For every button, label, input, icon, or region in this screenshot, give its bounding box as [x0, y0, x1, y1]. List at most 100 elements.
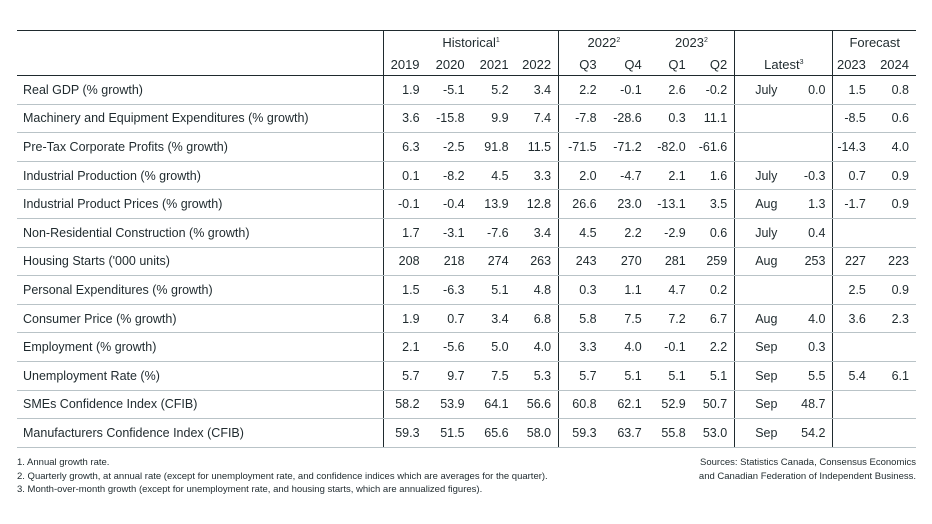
table-row: Pre-Tax Corporate Profits (% growth) 6.3-…: [17, 132, 916, 162]
cell-2022-q4: 23.0: [603, 189, 649, 219]
cell-forecast-2023: 5.4: [832, 361, 873, 391]
cell-2023-q2: 259: [692, 247, 735, 277]
header-2022-quarters: 20222: [558, 30, 649, 53]
cell-2023-q1: 2.6: [648, 75, 693, 105]
cell-forecast-2023: [832, 390, 873, 420]
cell-latest-month: Sep: [734, 332, 791, 362]
header-group-row: Historical1 20222 20232 Forecast: [17, 30, 916, 53]
col-2023-q2: Q2: [692, 53, 735, 76]
cell-forecast-2024: 0.9: [872, 275, 916, 305]
table-row: Non-Residential Construction (% growth) 1…: [17, 218, 916, 248]
cell-2021: 5.2: [471, 75, 516, 105]
table-row: Machinery and Equipment Expenditures (% …: [17, 104, 916, 134]
cell-latest-month: Aug: [734, 247, 791, 277]
row-label: Unemployment Rate (%): [17, 361, 384, 391]
col-2023-q1: Q1: [648, 53, 693, 76]
cell-2023-q2: 0.2: [692, 275, 735, 305]
table-row: SMEs Confidence Index (CFIB) 58.2 53.9 64.1…: [17, 390, 916, 420]
cell-2023-q1: 281: [648, 247, 693, 277]
cell-latest-value: 0.0: [791, 75, 833, 105]
cell-2022: 56.6: [515, 390, 559, 420]
row-label: SMEs Confidence Index (CFIB): [17, 390, 384, 420]
cell-2022: 6.8: [515, 304, 559, 334]
cell-2022: 3.3: [515, 161, 559, 191]
cell-2020: 9.7: [426, 361, 472, 391]
cell-2022-q4: 1.1: [603, 275, 649, 305]
cell-2020: -0.4: [426, 189, 472, 219]
col-forecast-2023: 2023: [832, 53, 873, 76]
cell-forecast-2023: -1.7: [832, 189, 873, 219]
cell-2022: 4.8: [515, 275, 559, 305]
col-forecast-2024: 2024: [872, 53, 916, 76]
cell-2023-q1: -2.9: [648, 218, 693, 248]
footnote-1: 1. Annual growth rate.: [17, 457, 110, 468]
cell-2021: 274: [471, 247, 516, 277]
cell-2022-q4: 2.2: [603, 218, 649, 248]
cell-2023-q2: 3.5: [692, 189, 735, 219]
cell-2020: -15.8: [426, 104, 472, 134]
row-label: Personal Expenditures (% growth): [17, 275, 384, 305]
header-forecast: Forecast: [832, 30, 916, 53]
cell-2023-q2: 50.7: [692, 390, 735, 420]
table-row: Consumer Price (% growth) 1.9 0.7 3.4 6.8 5.8…: [17, 304, 916, 334]
header-historical: Historical1: [383, 30, 559, 53]
cell-2023-q1: -13.1: [648, 189, 693, 219]
cell-latest-value: 253: [791, 247, 833, 277]
col-2022-q4: Q4: [603, 53, 649, 76]
cell-2020: -5.1: [426, 75, 472, 105]
row-label: Pre-Tax Corporate Profits (% growth): [17, 132, 384, 162]
cell-2023-q2: 53.0: [692, 418, 735, 448]
cell-forecast-2024: 0.8: [872, 75, 916, 105]
cell-2022-q3: 26.6: [558, 189, 604, 219]
cell-2023-q2: 1.6: [692, 161, 735, 191]
cell-2022: 3.4: [515, 218, 559, 248]
cell-2023-q2: -0.2: [692, 75, 735, 105]
cell-latest-value: 0.3: [791, 332, 833, 362]
table-row: Industrial Product Prices (% growth) -0.1…: [17, 189, 916, 219]
cell-2023-q1: -0.1: [648, 332, 693, 362]
table-row: Personal Expenditures (% growth) 1.5 -6.3 5…: [17, 275, 916, 305]
cell-2022: 263: [515, 247, 559, 277]
cell-forecast-2023: 1.5: [832, 75, 873, 105]
cell-2021: 65.6: [471, 418, 516, 448]
cell-latest-value: 54.2: [791, 418, 833, 448]
cell-2023-q1: -82.0: [648, 132, 693, 162]
cell-2023-q2: 6.7: [692, 304, 735, 334]
cell-forecast-2023: 227: [832, 247, 873, 277]
footnote-3: 3. Month-over-month growth (except for u…: [17, 484, 483, 495]
cell-2023-q2: 5.1: [692, 361, 735, 391]
sources-line-2: and Canadian Federation of Independent B…: [698, 470, 916, 482]
cell-forecast-2024: 0.9: [872, 161, 916, 191]
cell-2022-q4: -28.6: [603, 104, 649, 134]
table-row: Housing Starts ('000 units) 208 218 274 263 2…: [17, 247, 916, 277]
cell-2019: 0.1: [383, 161, 427, 191]
cell-forecast-2024: [872, 418, 916, 448]
cell-forecast-2023: -14.3: [832, 132, 873, 162]
cell-2021: 5.1: [471, 275, 516, 305]
cell-forecast-2023: [832, 418, 873, 448]
cell-2019: 1.9: [383, 304, 427, 334]
cell-2022: 3.4: [515, 75, 559, 105]
cell-latest-month: Sep: [734, 418, 791, 448]
row-label: Employment (% growth): [17, 332, 384, 362]
cell-2022-q4: 5.1: [603, 361, 649, 391]
header-indicator-blank: [17, 53, 384, 76]
cell-2021: 9.9: [471, 104, 516, 134]
cell-forecast-2024: 2.3: [872, 304, 916, 334]
cell-latest-month: July: [734, 161, 791, 191]
row-label: Manufacturers Confidence Index (CFIB): [17, 418, 384, 448]
table-row: Employment (% growth) 2.1 -5.6 5.0 4.0 3.3 4.0…: [17, 332, 916, 362]
cell-latest-value: 48.7: [791, 390, 833, 420]
cell-2019: 1.7: [383, 218, 427, 248]
cell-2019: -0.1: [383, 189, 427, 219]
cell-2022-q4: 7.5: [603, 304, 649, 334]
col-latest: Latest3: [734, 53, 833, 76]
col-2022-q3: Q3: [558, 53, 604, 76]
cell-2019: 208: [383, 247, 427, 277]
cell-2022: 12.8: [515, 189, 559, 219]
cell-forecast-2024: [872, 390, 916, 420]
cell-2020: -8.2: [426, 161, 472, 191]
header-2023-quarters: 20232: [675, 34, 708, 50]
cell-latest-value: [791, 275, 833, 305]
cell-latest-month: Sep: [734, 361, 791, 391]
